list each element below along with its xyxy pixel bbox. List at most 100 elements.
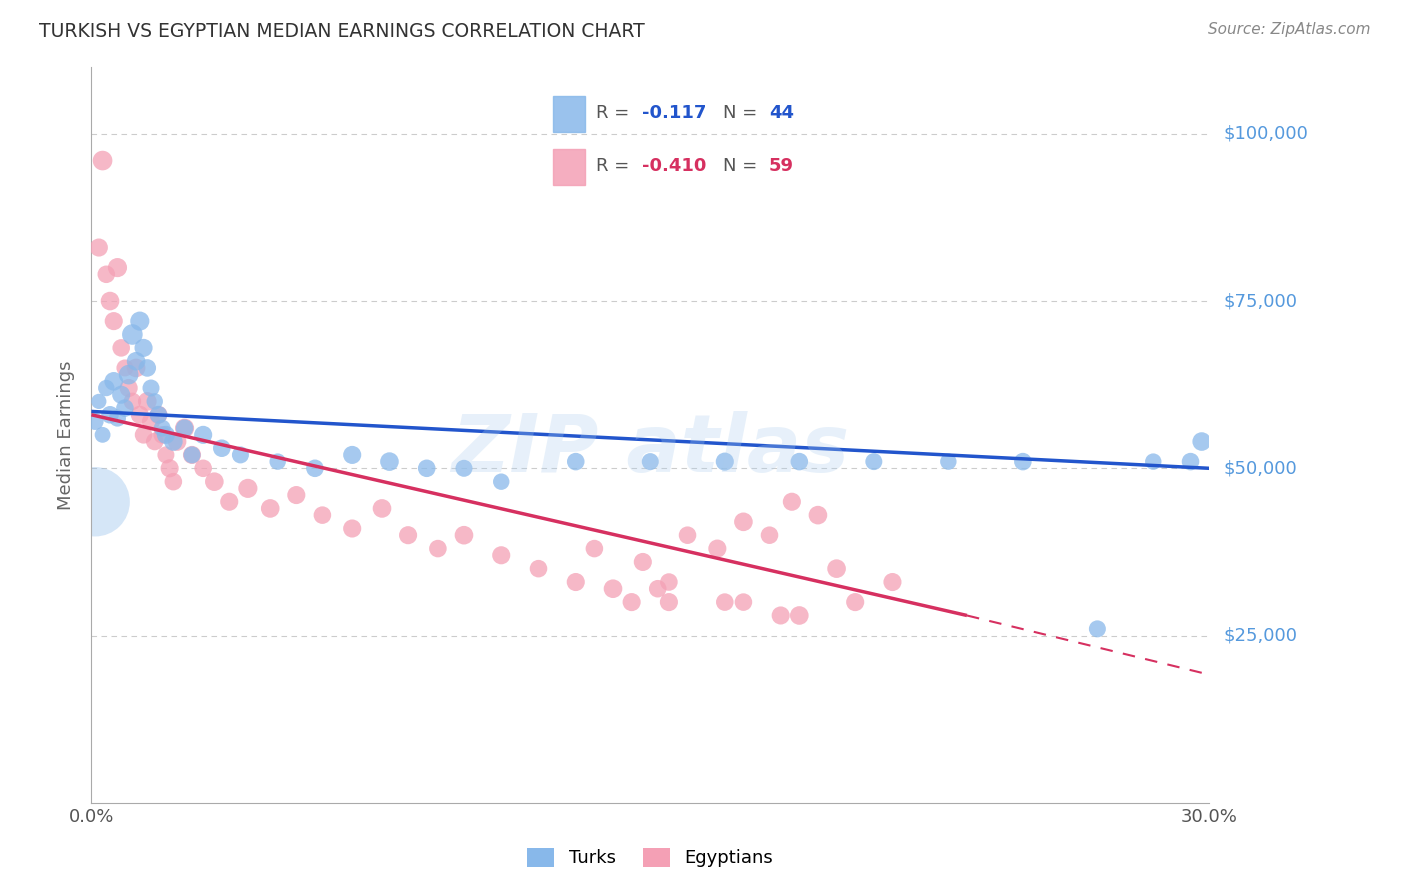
Text: $75,000: $75,000 <box>1223 292 1298 310</box>
Point <box>155 448 177 462</box>
Point <box>107 260 129 275</box>
Point <box>91 153 114 168</box>
Text: -0.410: -0.410 <box>643 157 707 175</box>
Point <box>87 394 110 409</box>
Point <box>713 595 737 609</box>
Point <box>631 555 654 569</box>
Point <box>87 240 110 255</box>
Bar <box>553 96 585 132</box>
Point <box>311 508 333 523</box>
Point <box>98 293 121 308</box>
Point <box>148 408 170 422</box>
Point <box>150 421 173 435</box>
Point <box>1180 454 1202 469</box>
Point <box>121 394 143 409</box>
Point <box>527 562 550 576</box>
Point <box>143 434 166 449</box>
Point <box>844 595 866 609</box>
Text: N =: N = <box>723 157 763 175</box>
Point <box>396 528 419 542</box>
Point <box>415 461 437 475</box>
Text: N =: N = <box>723 103 763 122</box>
Point <box>259 501 281 516</box>
Text: 44: 44 <box>769 103 794 122</box>
Point <box>1085 622 1108 636</box>
Point <box>706 541 728 556</box>
Point <box>304 461 326 475</box>
Point <box>378 454 401 469</box>
Text: 59: 59 <box>769 157 794 175</box>
Point <box>114 401 136 416</box>
Point <box>218 494 240 508</box>
Point <box>191 461 214 475</box>
Point <box>1142 454 1164 469</box>
Point <box>162 475 184 489</box>
Point <box>155 427 177 442</box>
Point <box>121 327 143 342</box>
Point <box>118 381 141 395</box>
Point <box>1011 454 1033 469</box>
Text: R =: R = <box>596 157 636 175</box>
Legend: Turks, Egyptians: Turks, Egyptians <box>520 841 780 875</box>
Point <box>489 475 512 489</box>
Point <box>733 595 755 609</box>
Point <box>118 368 141 382</box>
Point <box>340 521 363 535</box>
Point <box>103 314 125 328</box>
Point <box>489 548 512 563</box>
Point <box>162 434 184 449</box>
Point <box>139 414 162 428</box>
Point <box>110 341 132 355</box>
Point <box>583 541 606 556</box>
Text: TURKISH VS EGYPTIAN MEDIAN EARNINGS CORRELATION CHART: TURKISH VS EGYPTIAN MEDIAN EARNINGS CORR… <box>39 22 645 41</box>
Point <box>647 582 669 596</box>
Point <box>202 475 225 489</box>
Text: $100,000: $100,000 <box>1223 125 1308 143</box>
Point <box>825 562 848 576</box>
Point <box>84 414 107 428</box>
Y-axis label: Median Earnings: Median Earnings <box>58 360 76 509</box>
Point <box>758 528 780 542</box>
Point <box>780 494 803 508</box>
Point <box>96 381 118 395</box>
Point <box>658 595 681 609</box>
Point <box>229 448 252 462</box>
Point <box>132 341 155 355</box>
Point <box>143 394 166 409</box>
Point <box>136 361 159 376</box>
Point <box>807 508 830 523</box>
Point <box>285 488 308 502</box>
Text: -0.117: -0.117 <box>643 103 707 122</box>
Point <box>882 575 904 590</box>
Text: R =: R = <box>596 103 636 122</box>
Point <box>173 421 195 435</box>
Point <box>713 454 737 469</box>
Point <box>371 501 394 516</box>
Point <box>98 408 121 422</box>
Point <box>125 354 148 368</box>
Point <box>181 448 204 462</box>
Point <box>236 482 259 496</box>
Point <box>453 528 475 542</box>
Point <box>166 434 188 449</box>
Bar <box>553 149 585 185</box>
Point <box>136 394 159 409</box>
Point <box>426 541 449 556</box>
Text: ZIP atlas: ZIP atlas <box>451 410 849 489</box>
Point <box>132 427 155 442</box>
Point <box>1191 434 1213 449</box>
Point <box>84 494 107 508</box>
Point <box>453 461 475 475</box>
Point <box>769 608 792 623</box>
Point <box>658 575 681 590</box>
Point <box>787 454 810 469</box>
Point <box>564 575 588 590</box>
Point <box>638 454 661 469</box>
Point <box>128 408 150 422</box>
Point <box>110 387 132 401</box>
Point <box>564 454 588 469</box>
Point <box>150 427 173 442</box>
Point <box>96 268 118 282</box>
Point <box>91 427 114 442</box>
Point <box>139 381 162 395</box>
